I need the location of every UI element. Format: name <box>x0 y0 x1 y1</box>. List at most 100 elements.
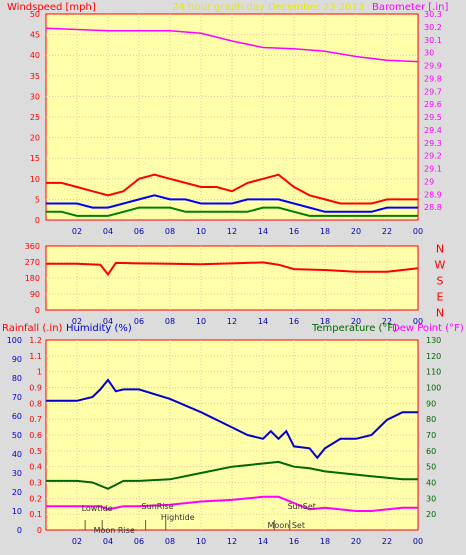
x-tick-label: 08 <box>165 227 175 236</box>
x-tick-label: 10 <box>196 227 206 236</box>
temperature-tick-label: 130 <box>426 336 441 345</box>
compass-label: N <box>436 242 444 255</box>
windspeed-axis-title: Windspeed [mph] <box>7 2 96 13</box>
barometer-tick-label: 28.9 <box>424 190 442 199</box>
temperature-tick-label: 30 <box>426 494 436 503</box>
barometer-axis-title: Barometer [.in] <box>372 2 448 13</box>
wind-direction-series-line <box>46 261 419 277</box>
windspeed-tick-label: 45 <box>30 31 40 40</box>
x-tick-label: 20 <box>351 537 361 546</box>
temperature-tick-label: 90 <box>426 399 436 408</box>
windspeed-tick-label: 30 <box>30 92 40 101</box>
windspeed-tick-label: 10 <box>30 175 40 184</box>
rainfall-tick-label: 0.3 <box>29 479 42 488</box>
barometer-tick-label: 30.1 <box>424 36 442 45</box>
windspeed-tick-label: 5 <box>35 195 40 204</box>
windspeed-tick-label: 50 <box>30 10 40 19</box>
windspeed-tick-label: 35 <box>30 72 40 81</box>
x-tick-label: 14 <box>258 317 268 326</box>
grid-layer <box>46 14 418 530</box>
windspeed-low-series-line <box>46 206 418 217</box>
temperature-tick-label: 50 <box>426 463 436 472</box>
x-tick-label: 22 <box>382 537 392 546</box>
barometer-tick-label: 29.5 <box>424 113 442 122</box>
humidity-tick-label: 50 <box>12 431 22 440</box>
temperature-series-line <box>46 460 418 490</box>
rainfall-axis-title: Rainfall (.in) <box>2 323 63 334</box>
temperature-tick-label: 120 <box>426 352 441 361</box>
x-tick-label: 06 <box>134 227 144 236</box>
compass-label: W <box>435 258 446 271</box>
x-tick-label: 12 <box>227 537 237 546</box>
barometer-tick-label: 29.7 <box>424 87 442 96</box>
event-annotation-label: SunSet <box>288 502 316 511</box>
x-tick-label: 16 <box>289 317 299 326</box>
event-annotation-label: Hightide <box>161 513 195 522</box>
barometer-series-line <box>45 27 419 63</box>
x-tick-label: 02 <box>72 537 82 546</box>
x-tick-label: 18 <box>320 227 330 236</box>
temperature-tick-label: 40 <box>426 479 436 488</box>
compass-label: N <box>436 306 444 319</box>
x-tick-label: 18 <box>320 317 330 326</box>
rainfall-tick-label: 0.7 <box>29 415 42 424</box>
x-tick-label: 00 <box>413 227 423 236</box>
humidity-tick-label: 0 <box>17 526 22 535</box>
barometer-tick-label: 30.2 <box>424 23 442 32</box>
x-tick-label: 10 <box>196 537 206 546</box>
x-tick-label: 16 <box>289 537 299 546</box>
barometer-tick-label: 30 <box>424 49 434 58</box>
rainfall-tick-label: 1.1 <box>29 352 42 361</box>
series-layer <box>45 27 419 530</box>
rainfall-tick-label: 0 <box>37 526 42 535</box>
temperature-tick-label: 110 <box>426 368 441 377</box>
humidity-tick-label: 60 <box>12 412 22 421</box>
x-tick-label: 12 <box>227 317 237 326</box>
direction-tick-label: 90 <box>30 290 40 299</box>
windspeed-tick-label: 20 <box>30 134 40 143</box>
barometer-tick-label: 29.9 <box>424 62 442 71</box>
rainfall-tick-label: 0.9 <box>29 384 42 393</box>
barometer-tick-label: 30.3 <box>424 10 442 19</box>
axis-layer: 0510152025303540455028.828.92929.129.229… <box>7 10 446 546</box>
x-tick-label: 08 <box>165 317 175 326</box>
humidity-tick-label: 80 <box>12 374 22 383</box>
x-tick-label: 06 <box>134 537 144 546</box>
direction-tick-label: 0 <box>35 306 40 315</box>
humidity-tick-label: 90 <box>12 355 22 364</box>
event-annotation-label: Moon Rise <box>94 526 135 535</box>
temperature-tick-label: 20 <box>426 510 436 519</box>
barometer-tick-label: 29.1 <box>424 165 442 174</box>
x-tick-label: 02 <box>72 227 82 236</box>
temperature-tick-label: 100 <box>426 384 441 393</box>
x-tick-label: 04 <box>103 317 113 326</box>
humidity-axis-title: Humidity (%) <box>66 323 132 334</box>
x-tick-label: 22 <box>382 317 392 326</box>
x-tick-label: 04 <box>103 227 113 236</box>
rainfall-tick-label: 0.8 <box>29 399 42 408</box>
humidity-tick-label: 40 <box>12 450 22 459</box>
compass-label: S <box>437 274 444 287</box>
barometer-tick-label: 29.8 <box>424 74 442 83</box>
rainfall-tick-label: 0.4 <box>29 463 42 472</box>
barometer-tick-label: 29 <box>424 177 434 186</box>
barometer-tick-label: 29.4 <box>424 126 442 135</box>
event-annotation-label: Moon Set <box>268 521 305 530</box>
windspeed-tick-label: 40 <box>30 51 40 60</box>
x-tick-label: 14 <box>258 227 268 236</box>
direction-tick-label: 270 <box>25 258 40 267</box>
windspeed-gust-series-line <box>46 173 418 205</box>
x-tick-label: 10 <box>196 317 206 326</box>
humidity-tick-label: 10 <box>12 507 22 516</box>
rainfall-tick-label: 0.2 <box>29 494 42 503</box>
barometer-tick-label: 28.8 <box>424 203 442 212</box>
humidity-series-line <box>46 378 418 460</box>
dewpoint-axis-title: Dew Point (°F) <box>392 323 464 334</box>
humidity-tick-label: 30 <box>12 469 22 478</box>
temperature-tick-label: 80 <box>426 415 436 424</box>
x-tick-label: 02 <box>72 317 82 326</box>
windspeed-tick-label: 0 <box>35 216 40 225</box>
x-tick-label: 12 <box>227 227 237 236</box>
windspeed-average-series-line <box>46 194 418 213</box>
